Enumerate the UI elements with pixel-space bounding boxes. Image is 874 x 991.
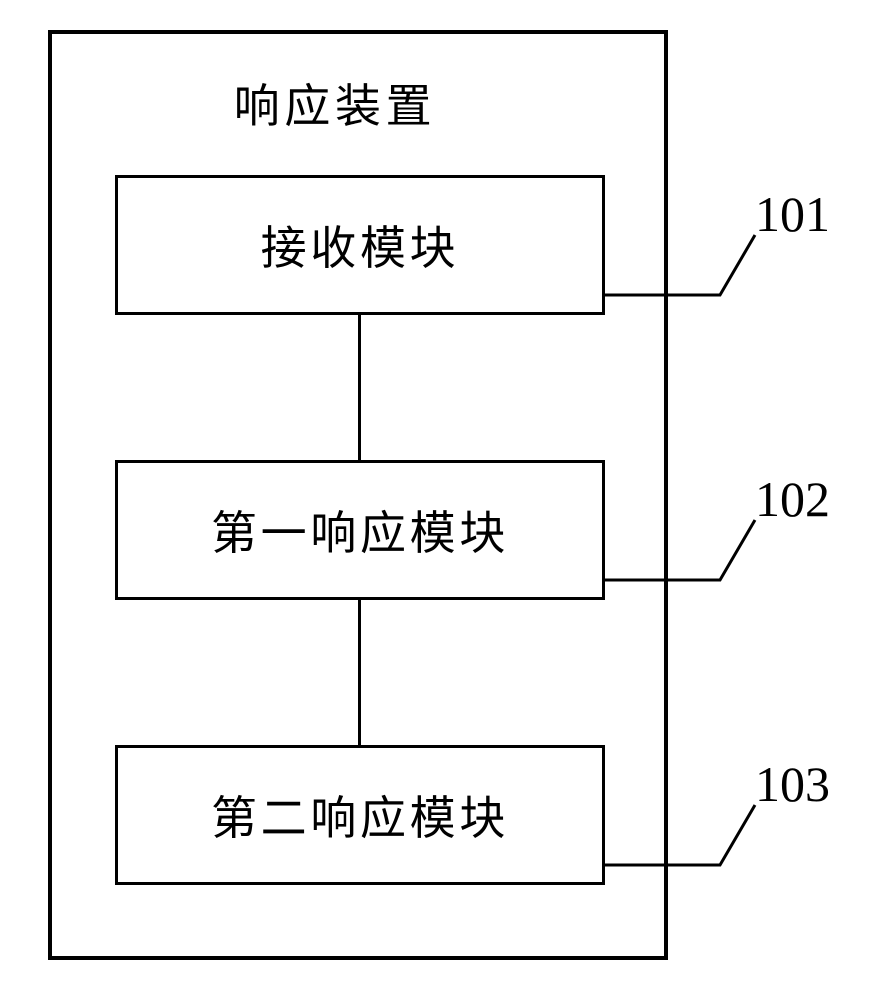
block-101: 接收模块 <box>115 175 605 315</box>
callout-line-103 <box>603 803 757 867</box>
callout-line-101 <box>603 233 757 297</box>
connector-2-3 <box>358 600 361 745</box>
block-101-label: 接收模块 <box>261 212 460 278</box>
callout-number-103: 103 <box>755 755 830 813</box>
block-102-label: 第一响应模块 <box>211 497 509 563</box>
callout-line-102 <box>603 518 757 582</box>
callout-number-102: 102 <box>755 470 830 528</box>
block-102: 第一响应模块 <box>115 460 605 600</box>
block-103: 第二响应模块 <box>115 745 605 885</box>
diagram-title: 响应装置 <box>195 70 475 136</box>
block-103-label: 第二响应模块 <box>211 782 509 848</box>
connector-1-2 <box>358 315 361 460</box>
callout-number-101: 101 <box>755 185 830 243</box>
